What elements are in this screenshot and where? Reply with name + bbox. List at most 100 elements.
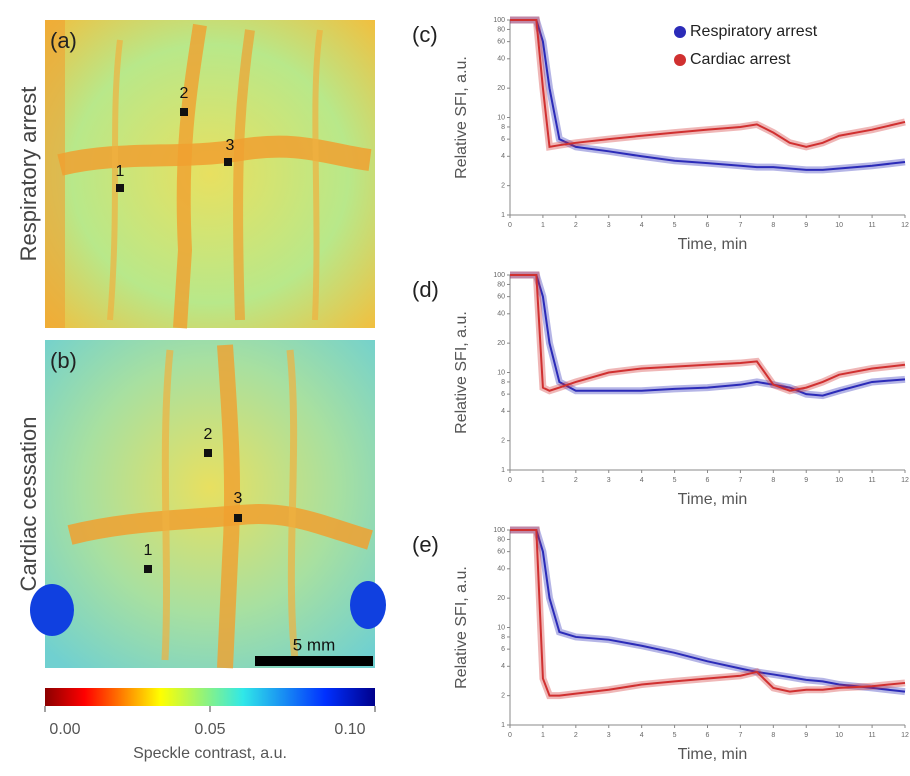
colorbar xyxy=(45,688,375,706)
y-tick-label: 2 xyxy=(501,182,505,189)
y-tick-label: 60 xyxy=(497,548,505,555)
x-tick-label: 3 xyxy=(607,222,611,229)
speckle-image-b xyxy=(30,340,386,669)
x-tick-label: 6 xyxy=(706,222,710,229)
series-band xyxy=(510,526,906,696)
x-tick-label: 5 xyxy=(673,222,677,229)
x-tick-label: 11 xyxy=(868,477,875,484)
y-tick-label: 10 xyxy=(497,624,505,631)
scale-bar xyxy=(255,656,373,666)
y-axis-label: Relative SFI, a.u. xyxy=(453,56,470,179)
x-axis-label: Time, min xyxy=(678,746,748,763)
series-line xyxy=(510,19,906,171)
x-tick-label: 9 xyxy=(804,477,808,484)
roi-label: 3 xyxy=(226,137,235,154)
speckle-image-a xyxy=(45,20,375,329)
y-tick-label: 1 xyxy=(501,212,505,219)
y-tick-label: 10 xyxy=(497,369,505,376)
roi-label: 1 xyxy=(144,542,153,559)
x-tick-label: 7 xyxy=(738,732,742,739)
x-tick-label: 0 xyxy=(508,222,512,229)
x-tick-label: 12 xyxy=(901,477,909,484)
x-tick-label: 5 xyxy=(673,477,677,484)
x-tick-label: 2 xyxy=(574,732,578,739)
series-line xyxy=(510,19,906,149)
colorbar-tick-label: 0.05 xyxy=(194,721,225,738)
y-tick-label: 6 xyxy=(501,136,505,143)
x-tick-label: 6 xyxy=(706,732,710,739)
x-tick-label: 3 xyxy=(607,732,611,739)
panel-label: (c) xyxy=(412,22,438,47)
roi-label: 1 xyxy=(116,163,125,180)
x-tick-label: 6 xyxy=(706,477,710,484)
x-tick-label: 9 xyxy=(804,732,808,739)
y-tick-label: 1 xyxy=(501,722,505,729)
x-tick-label: 12 xyxy=(901,222,909,229)
series-line xyxy=(510,274,906,392)
roi-label: 3 xyxy=(234,490,243,507)
y-tick-label: 2 xyxy=(501,437,505,444)
series-band xyxy=(510,16,906,174)
panel-label: (a) xyxy=(50,28,77,53)
y-tick-label: 8 xyxy=(501,634,505,641)
colorbar-tick-label: 0.00 xyxy=(49,721,80,738)
series-band xyxy=(510,271,906,400)
x-tick-label: 10 xyxy=(835,732,843,739)
x-tick-label: 11 xyxy=(868,222,875,229)
x-tick-label: 7 xyxy=(738,222,742,229)
series-band xyxy=(510,526,906,700)
y-tick-label: 20 xyxy=(497,340,505,347)
x-tick-label: 1 xyxy=(541,732,545,739)
roi-label: 2 xyxy=(180,85,189,102)
x-tick-label: 10 xyxy=(835,222,843,229)
x-tick-label: 2 xyxy=(574,477,578,484)
series-line xyxy=(510,274,906,397)
y-tick-label: 6 xyxy=(501,391,505,398)
x-tick-label: 7 xyxy=(738,477,742,484)
y-tick-label: 100 xyxy=(493,272,505,279)
legend-label: Respiratory arrest xyxy=(690,23,818,40)
roi-label: 2 xyxy=(204,426,213,443)
y-tick-label: 1 xyxy=(501,467,505,474)
x-tick-label: 4 xyxy=(640,732,644,739)
y-tick-label: 4 xyxy=(501,408,505,415)
y-tick-label: 6 xyxy=(501,646,505,653)
panel-label: (e) xyxy=(412,532,439,557)
legend-label: Cardiac arrest xyxy=(690,51,791,68)
x-tick-label: 4 xyxy=(640,222,644,229)
y-tick-label: 20 xyxy=(497,595,505,602)
y-tick-label: 80 xyxy=(497,26,505,33)
panel-label: (d) xyxy=(412,277,439,302)
x-tick-label: 1 xyxy=(541,222,545,229)
y-axis-label: Relative SFI, a.u. xyxy=(453,566,470,689)
x-tick-label: 12 xyxy=(901,732,909,739)
y-tick-label: 4 xyxy=(501,663,505,670)
series-line xyxy=(510,529,906,693)
x-tick-label: 3 xyxy=(607,477,611,484)
y-tick-label: 100 xyxy=(493,527,505,534)
x-tick-label: 0 xyxy=(508,477,512,484)
x-tick-label: 4 xyxy=(640,477,644,484)
roi-marker xyxy=(204,449,212,457)
x-axis-label: Time, min xyxy=(678,491,748,508)
roi-marker xyxy=(116,184,124,192)
legend-marker xyxy=(674,26,686,38)
series-line xyxy=(510,529,906,697)
y-tick-label: 8 xyxy=(501,379,505,386)
x-tick-label: 8 xyxy=(771,732,775,739)
roi-marker xyxy=(180,108,188,116)
x-tick-label: 1 xyxy=(541,477,545,484)
x-tick-label: 5 xyxy=(673,732,677,739)
y-tick-label: 10 xyxy=(497,114,505,121)
panel-title: Cardiac cessation xyxy=(16,417,41,592)
roi-marker xyxy=(224,158,232,166)
panel-title: Respiratory arrest xyxy=(16,87,41,262)
colorbar-tick-label: 0.10 xyxy=(334,721,365,738)
panel-label: (b) xyxy=(50,348,77,373)
y-tick-label: 80 xyxy=(497,536,505,543)
x-tick-label: 8 xyxy=(771,222,775,229)
x-tick-label: 11 xyxy=(868,732,875,739)
x-tick-label: 2 xyxy=(574,222,578,229)
x-tick-label: 0 xyxy=(508,732,512,739)
